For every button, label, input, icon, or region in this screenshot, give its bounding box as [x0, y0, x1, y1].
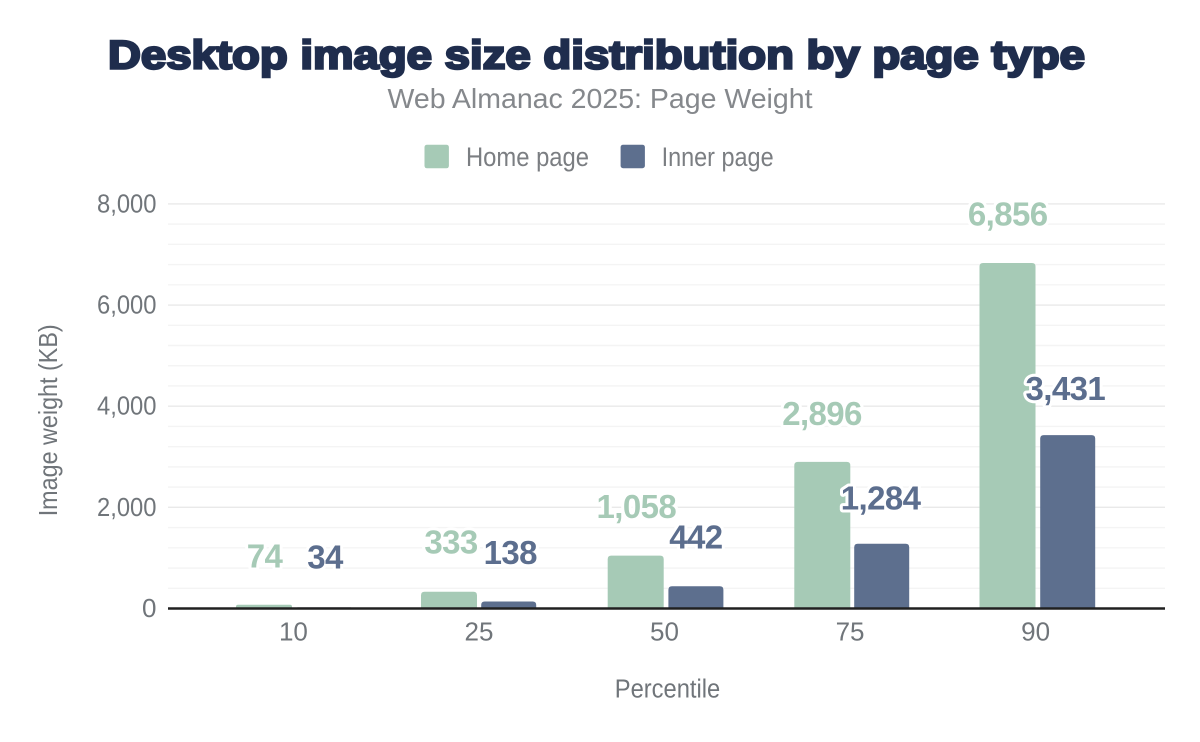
svg-text:25: 25 — [464, 617, 493, 647]
svg-text:6,856: 6,856 — [968, 196, 1048, 233]
svg-text:Percentile: Percentile — [615, 676, 721, 704]
svg-text:2,896: 2,896 — [782, 395, 862, 432]
svg-text:Image weight (KB): Image weight (KB) — [33, 324, 63, 516]
svg-text:333: 333 — [424, 524, 478, 561]
svg-text:442: 442 — [669, 519, 723, 556]
svg-text:Home page: Home page — [466, 142, 589, 172]
svg-text:4,000: 4,000 — [97, 391, 157, 421]
svg-text:8,000: 8,000 — [97, 188, 157, 218]
svg-text:1,284: 1,284 — [841, 480, 922, 517]
svg-text:Inner page: Inner page — [662, 142, 774, 172]
svg-text:50: 50 — [650, 617, 679, 647]
svg-text:34: 34 — [307, 539, 344, 576]
svg-text:74: 74 — [247, 538, 284, 575]
svg-text:Desktop image size distributio: Desktop image size distribution by page … — [108, 33, 1085, 77]
svg-text:75: 75 — [836, 617, 865, 647]
svg-text:6,000: 6,000 — [97, 290, 157, 320]
svg-text:Web Almanac 2025: Page Weight: Web Almanac 2025: Page Weight — [388, 83, 813, 114]
svg-text:1,058: 1,058 — [597, 488, 677, 525]
svg-text:3,431: 3,431 — [1026, 370, 1106, 407]
svg-text:0: 0 — [142, 593, 156, 623]
svg-text:10: 10 — [279, 617, 308, 647]
svg-text:138: 138 — [484, 534, 538, 571]
svg-text:90: 90 — [1021, 617, 1050, 647]
svg-text:2,000: 2,000 — [97, 492, 157, 522]
